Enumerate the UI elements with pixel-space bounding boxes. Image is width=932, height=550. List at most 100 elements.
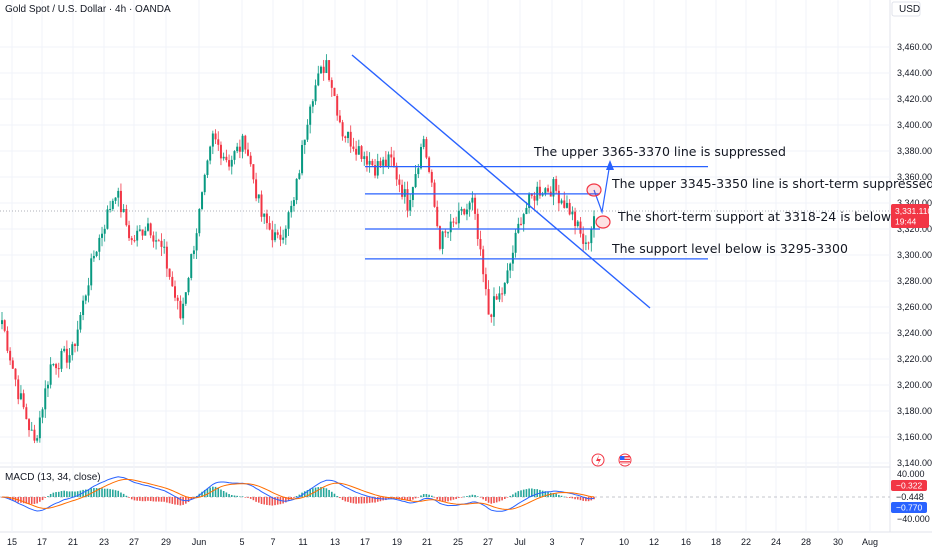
annotation-short-term-resistance: The upper 3345-3350 line is short-term s… [611,176,932,191]
candle-body [471,198,473,203]
macd-hist-bar [223,491,225,497]
candle-body [406,189,408,210]
y-tick-label: 3,180.000 [897,406,932,416]
macd-hist-bar [466,496,468,497]
candle-body [447,232,449,233]
candle-body [315,85,317,101]
y-tick-label: 3,240.000 [897,328,932,338]
macd-hist-bar [499,497,501,501]
candle-body [431,172,433,183]
resistance-circle-marker[interactable] [587,184,601,196]
candle-body [58,368,60,369]
candle-body [590,229,592,243]
macd-hist-bar [409,497,411,500]
macd-hist-bar [461,497,463,498]
candle-body [390,154,392,157]
x-tick-label: 25 [453,537,463,547]
y-tick-label: 3,460.000 [897,42,932,52]
currency-label[interactable]: USD [899,4,920,15]
candle-body [177,298,179,301]
candle-body [6,331,8,351]
candle-body [323,67,325,73]
candle-body [255,179,257,198]
macd-hist-bar [66,491,68,497]
candle-body [574,212,576,226]
y-tick-label: 3,440.000 [897,68,932,78]
candle-body [74,344,76,346]
macd-hist-bar [44,497,46,498]
candle-body [436,207,438,226]
candle-body [312,101,314,106]
macd-hist-bar [561,496,563,497]
macd-hist-bar [412,497,414,500]
y-axis-ticks: 3,460.000 3,440.000 3,420.000 3,400.000 3,38… [897,42,932,468]
support-circle-marker[interactable] [596,216,610,228]
macd-hist-bar [261,497,263,504]
candle-body [125,209,127,225]
candle-body [488,289,490,315]
macd-hist-bar [36,497,38,503]
candle-body [277,232,279,234]
macd-hist-bar [469,495,471,497]
macd-hist-bar [231,495,233,497]
candle-body [152,235,154,241]
macd-hist-bar [258,497,260,503]
y-tick-label: 3,420.000 [897,94,932,104]
candle-body [182,304,184,319]
x-tick-label: Jul [514,537,526,547]
macd-hist-bar [458,497,460,498]
candle-body [47,385,49,389]
macd-hist-bar [447,497,449,501]
macd-hist-bar [445,497,447,502]
candle-body [496,296,498,299]
x-tick-label: 15 [7,537,17,547]
macd-hist-bar [453,497,455,500]
macd-hist-bar [153,497,155,501]
candle-body [88,285,90,295]
candle-body [131,238,133,240]
macd-hist-bar [107,489,109,497]
candle-body [69,355,71,363]
y-tick-label: 3,400.000 [897,120,932,130]
candle-body [104,229,106,234]
candle-body [579,222,581,234]
candle-body [463,209,465,214]
x-tick-label: 10 [619,537,629,547]
macd-hist-bar [123,494,125,497]
symbol-title[interactable]: Gold Spot / U.S. Dollar · 4h · OANDA [5,4,171,15]
y-tick-label: 3,300.000 [897,250,932,260]
macd-hist-bar [326,488,328,497]
candle-body [9,351,11,361]
countdown-text: 19:44 [895,217,917,227]
candle-body [201,192,203,209]
macd-hist-bar [528,489,530,497]
macd-hist-bar [39,497,41,502]
macd-hist-bar [117,491,119,497]
candle-body [282,238,284,240]
candle-body [196,233,198,250]
candle-body [382,160,384,166]
annotation-upper-resistance: The upper 3365-3370 line is suppressed [533,144,786,159]
candle-body [333,88,335,96]
macd-hist-bar [293,497,295,498]
macd-hist-bar [42,497,44,500]
macd-legend-label[interactable]: MACD (13, 34, close) [5,472,101,483]
candle-body [52,364,54,365]
macd-hist-bar [228,494,230,497]
macd-hist-bar [166,497,168,503]
candle-body [139,229,141,230]
event-us-flag-icon[interactable] [619,454,631,466]
candle-body [128,225,130,238]
macd-hist-bar [336,496,338,497]
candle-body [163,247,165,248]
candle-body [342,122,344,136]
x-tick-label: 16 [681,537,691,547]
macd-hist-bar [104,489,106,497]
macd-hist-bar [558,495,560,497]
candle-body [339,116,341,123]
y-tick-label: 3,140.000 [897,458,932,468]
event-lightning-icon[interactable] [592,454,604,466]
macd-hist-bar [101,488,103,497]
x-tick-label: 27 [483,537,493,547]
